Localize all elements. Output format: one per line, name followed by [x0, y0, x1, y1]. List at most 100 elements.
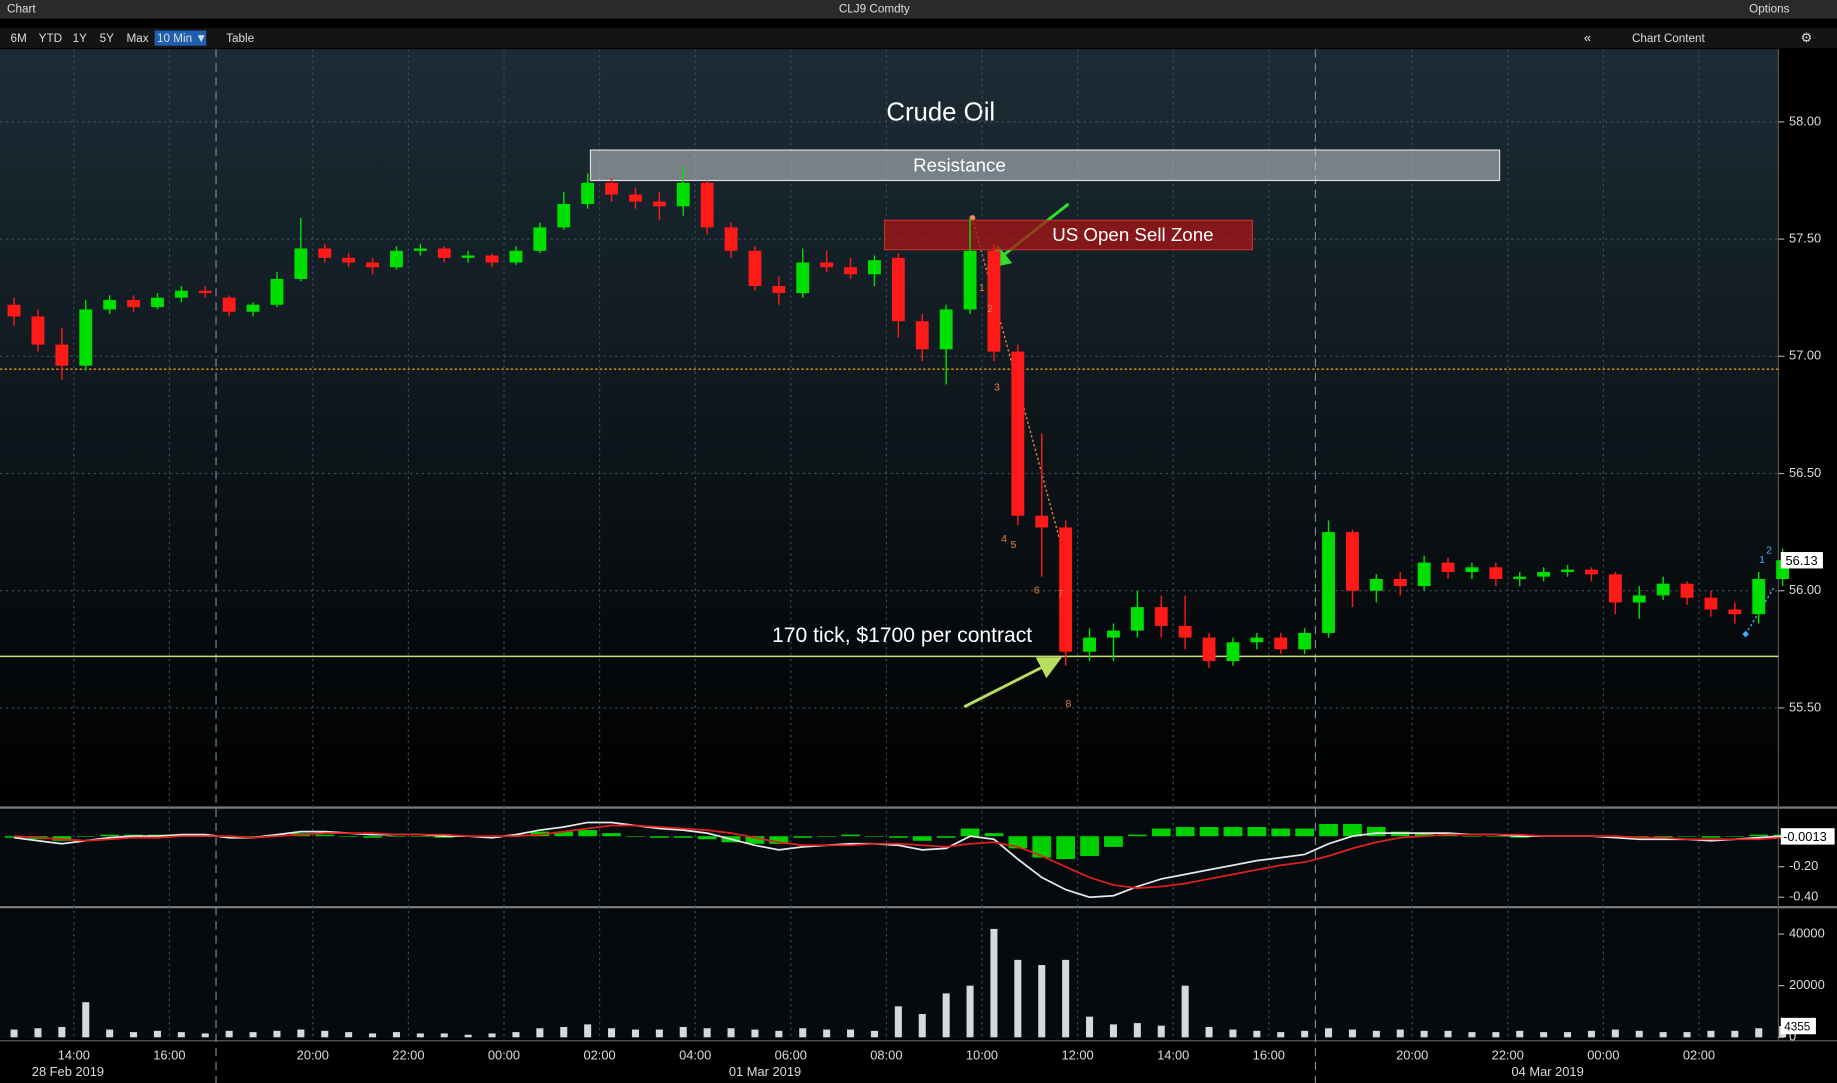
- range-button[interactable]: Max: [127, 32, 149, 45]
- volume-bar: [440, 1033, 448, 1038]
- candle-body: [939, 309, 953, 350]
- volume-bar: [1420, 1030, 1428, 1038]
- candle-body: [342, 257, 356, 263]
- macd-histogram: [1080, 836, 1099, 857]
- y-tick-label: 56.50: [1789, 465, 1821, 480]
- candle-body: [1393, 579, 1407, 587]
- y-tick-label: -0.20: [1789, 858, 1818, 873]
- table-button[interactable]: Table: [226, 32, 254, 45]
- candle-body: [318, 248, 332, 258]
- last-macd: -0.0013: [1783, 829, 1827, 844]
- volume-bar: [1635, 1030, 1643, 1038]
- volume-bar: [1611, 1029, 1619, 1038]
- volume-bar: [847, 1029, 855, 1038]
- macd-histogram: [1319, 823, 1338, 837]
- y-tick-label: 58.00: [1789, 113, 1821, 128]
- macd-histogram: [1175, 827, 1195, 837]
- candle-body: [557, 203, 571, 228]
- macd-histogram: [817, 836, 837, 837]
- volume-bar: [990, 928, 998, 1038]
- macd-histogram: [1271, 828, 1291, 837]
- x-tick-label: 14:00: [58, 1047, 90, 1062]
- options[interactable]: Options: [1749, 2, 1789, 15]
- range-button[interactable]: 1Y: [73, 32, 88, 45]
- candle-body: [772, 285, 786, 294]
- volume-bar: [345, 1032, 353, 1038]
- security[interactable]: CLJ9 Comdty: [839, 2, 910, 15]
- volume-bar: [1444, 1030, 1452, 1038]
- volume-bar: [106, 1029, 114, 1038]
- candle-body: [533, 227, 547, 251]
- x-tick-label: 08:00: [870, 1047, 902, 1062]
- volume-bar: [1157, 1025, 1165, 1038]
- volume-bar: [966, 985, 974, 1038]
- volume-bar: [1396, 1029, 1404, 1038]
- volume-bar: [273, 1030, 281, 1038]
- volume-bar: [1564, 1032, 1572, 1038]
- volume-bar: [512, 1032, 520, 1038]
- volume-bar: [1492, 1032, 1500, 1038]
- range-button[interactable]: YTD: [39, 32, 62, 45]
- x-tick-label: 00:00: [1587, 1047, 1619, 1062]
- macd-histogram: [1032, 836, 1052, 858]
- volume-bar: [703, 1028, 711, 1038]
- volume-bar: [488, 1033, 496, 1038]
- macd-histogram: [1701, 836, 1721, 838]
- volume-bar: [584, 1024, 592, 1038]
- candle-body: [1011, 351, 1025, 516]
- macd-histogram: [1414, 833, 1434, 837]
- macd-histogram: [649, 836, 669, 838]
- macd-histogram: [1343, 823, 1362, 837]
- candle-body: [1250, 637, 1264, 643]
- candle-body: [55, 344, 69, 366]
- volume-bar: [153, 1030, 161, 1038]
- wave-label: 3: [994, 382, 1000, 394]
- volume-bar: [1731, 1030, 1739, 1038]
- volume-bar: [631, 1029, 639, 1038]
- note: 170 tick, $1700 per contract: [772, 624, 1032, 647]
- macd-histogram: [363, 836, 382, 838]
- volume-bar: [1659, 1032, 1667, 1038]
- volume-bar: [679, 1026, 687, 1038]
- settings-icon[interactable]: ⚙: [1801, 30, 1813, 45]
- candle-body: [844, 267, 857, 275]
- candle-body: [1608, 574, 1622, 603]
- volume-bar: [1109, 1024, 1117, 1038]
- x-tick-label: 14:00: [1157, 1047, 1189, 1062]
- volume-panel: [0, 909, 1779, 1039]
- candle-body: [222, 297, 236, 312]
- collapse-icon[interactable]: «: [1584, 30, 1591, 45]
- candle-body: [174, 290, 188, 298]
- candle-body: [127, 300, 141, 308]
- volume-bar: [1086, 1016, 1094, 1038]
- candle-body: [581, 182, 595, 204]
- chart-content[interactable]: Chart Content: [1632, 32, 1706, 45]
- wave-label: 5: [1010, 539, 1016, 551]
- macd-histogram: [841, 834, 860, 837]
- wave-label: 1: [1759, 554, 1765, 566]
- range-button[interactable]: 6M: [11, 32, 27, 45]
- volume-bar: [918, 1014, 926, 1038]
- volume-bar: [1372, 1030, 1380, 1038]
- macd-histogram: [1725, 836, 1745, 837]
- volume-bar: [1014, 959, 1022, 1038]
- range-button[interactable]: 10 Min ▼: [157, 32, 207, 45]
- candle-body: [915, 321, 929, 350]
- candle-body: [1274, 637, 1288, 650]
- wave-label: 2: [1766, 545, 1772, 557]
- candle-body: [891, 257, 905, 322]
- volume-bar: [1755, 1028, 1763, 1038]
- last-macd-box: [1780, 828, 1835, 845]
- macd-histogram: [1199, 827, 1219, 837]
- candle-body: [1728, 609, 1742, 615]
- candle-body: [31, 316, 45, 345]
- volume-bar: [1540, 1032, 1548, 1038]
- range-button[interactable]: 5Y: [100, 32, 115, 45]
- macd-histogram: [865, 836, 884, 837]
- last-volume-box: [1780, 1017, 1816, 1035]
- macd-histogram: [1151, 828, 1171, 837]
- macd-histogram: [1677, 836, 1697, 837]
- x-tick-label: 22:00: [392, 1047, 424, 1062]
- candle-body: [1752, 579, 1766, 615]
